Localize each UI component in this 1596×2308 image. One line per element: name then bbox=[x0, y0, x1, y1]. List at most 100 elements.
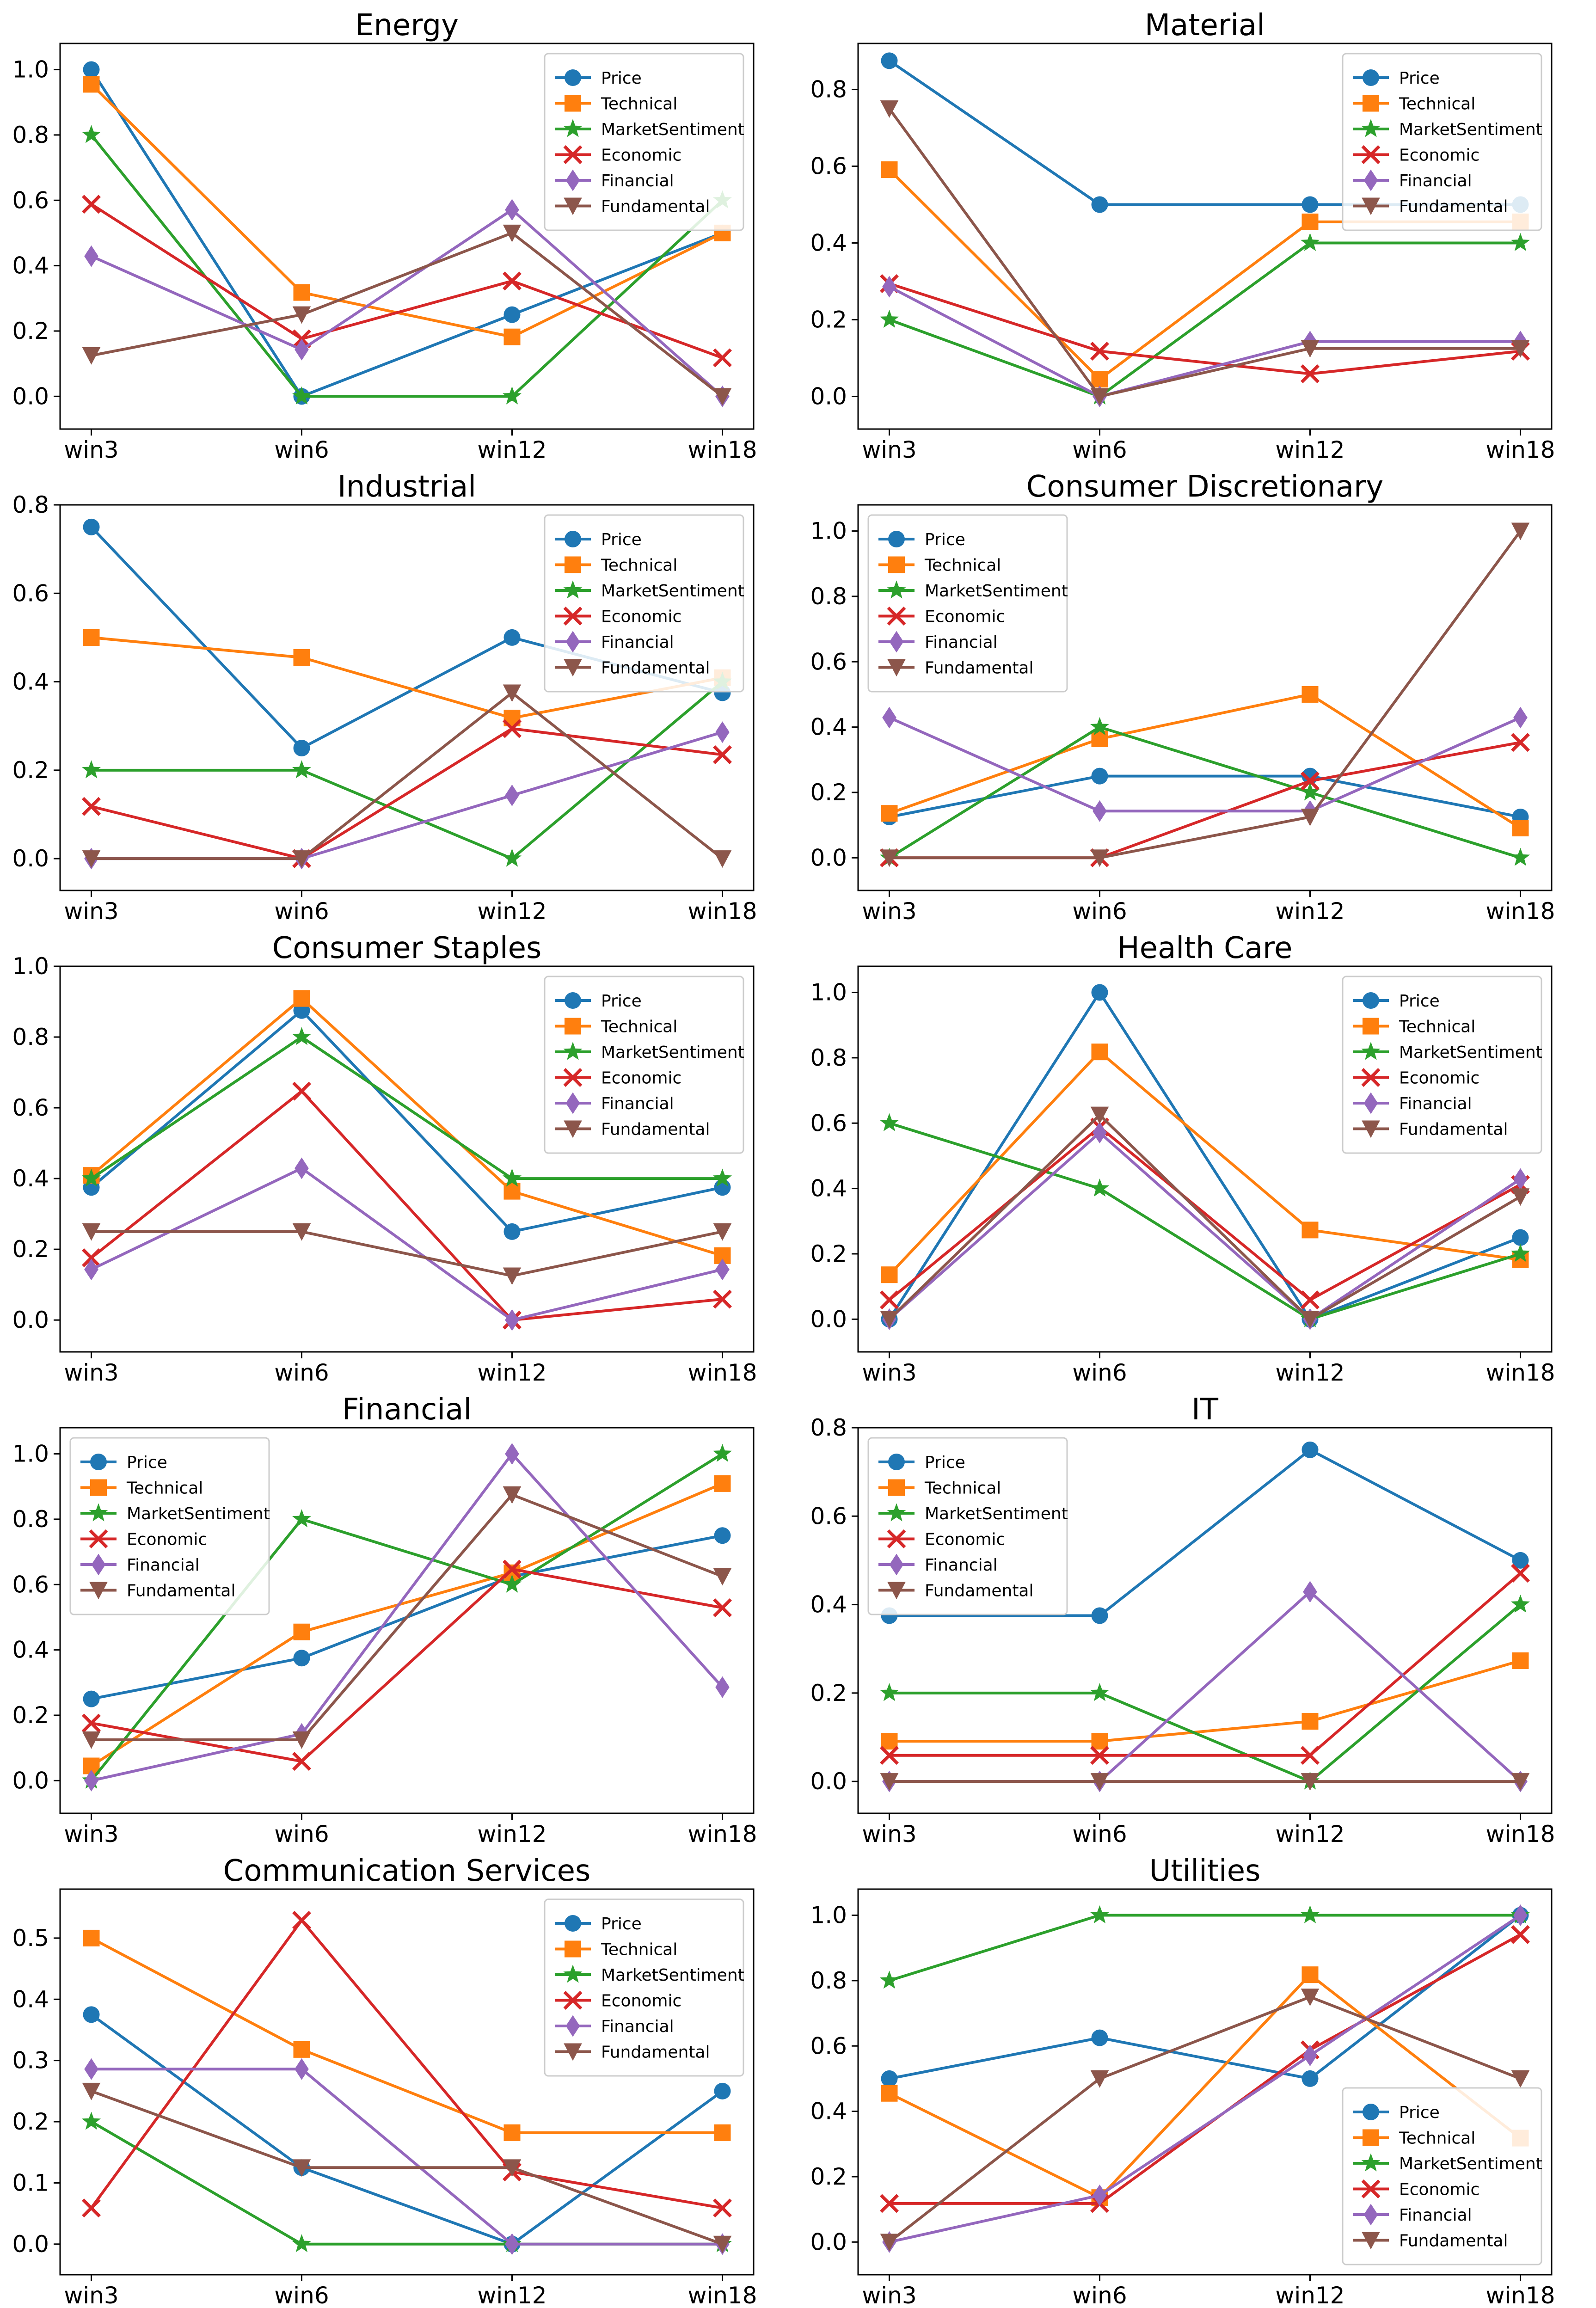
data-point bbox=[81, 2112, 101, 2130]
x-tick-label: win3 bbox=[64, 1821, 118, 1848]
series-marketsentiment bbox=[81, 671, 732, 867]
y-tick-label: 0.0 bbox=[810, 2228, 847, 2255]
data-point bbox=[1090, 1683, 1110, 1701]
y-tick-label: 0.8 bbox=[12, 1506, 49, 1533]
data-point bbox=[880, 1311, 899, 1329]
series-line bbox=[888, 1131, 1522, 1321]
x-tick-label: win6 bbox=[274, 2282, 329, 2308]
x-tick-label: win6 bbox=[274, 898, 329, 925]
x-tick-label: win6 bbox=[1072, 436, 1127, 463]
plot-frame bbox=[857, 1427, 1553, 1814]
series-fundamental bbox=[82, 1223, 732, 1285]
data-point bbox=[83, 61, 100, 78]
legend-label: Financial bbox=[925, 1556, 998, 1575]
chart-title: Utilities bbox=[1149, 1854, 1261, 1888]
data-point bbox=[713, 850, 732, 868]
legend-marker bbox=[889, 631, 904, 653]
data-point bbox=[1301, 1311, 1320, 1329]
data-point bbox=[292, 1027, 312, 1045]
y-tick-label: 0.4 bbox=[810, 714, 847, 741]
data-point bbox=[879, 1970, 899, 1989]
data-point bbox=[82, 2082, 101, 2100]
data-point bbox=[1303, 2044, 1317, 2067]
data-point bbox=[881, 2085, 898, 2102]
series-marketsentiment bbox=[81, 1027, 732, 1187]
data-point bbox=[83, 1690, 100, 1707]
legend-box bbox=[1342, 2087, 1542, 2265]
data-point bbox=[82, 1713, 101, 1733]
y-tick-label: 0.8 bbox=[12, 491, 49, 518]
y-tick-label: 0.4 bbox=[810, 1591, 847, 1618]
data-point bbox=[505, 199, 519, 221]
y-tick-label: 0.0 bbox=[12, 1767, 49, 1794]
data-point bbox=[505, 784, 519, 806]
data-point bbox=[715, 721, 730, 743]
data-point bbox=[1090, 1773, 1109, 1791]
data-point bbox=[293, 740, 310, 757]
x-tick-label: win12 bbox=[1275, 1359, 1344, 1386]
legend-label: Fundamental bbox=[1399, 197, 1508, 216]
y-tick-label: 0.6 bbox=[12, 580, 49, 607]
legend-label: MarketSentiment bbox=[1399, 1043, 1542, 1062]
legend-label: Technical bbox=[601, 1940, 677, 1959]
legend-marker bbox=[563, 1042, 583, 1060]
data-point bbox=[714, 2124, 731, 2141]
x-tick-label: win12 bbox=[477, 2282, 546, 2308]
y-tick-label: 1.0 bbox=[810, 979, 847, 1006]
x-tick-label: win3 bbox=[64, 2282, 118, 2308]
data-point bbox=[293, 284, 310, 301]
data-point bbox=[1510, 847, 1530, 866]
legend-marker bbox=[1361, 1068, 1381, 1087]
data-point bbox=[713, 1223, 732, 1241]
y-tick-label: 0.8 bbox=[810, 1044, 847, 1071]
data-point bbox=[1513, 1168, 1528, 1190]
chart-panel: IT 0.0 0.2 0.4 0.6 0.8 win3 win6 win12 win18 Price… bbox=[798, 1384, 1596, 1848]
legend-label: Economic bbox=[601, 146, 681, 165]
series-line bbox=[889, 1914, 1522, 2080]
data-point bbox=[1511, 522, 1530, 540]
legend-label: Fundamental bbox=[601, 1120, 710, 1139]
legend-label: Price bbox=[601, 1915, 642, 1934]
data-point bbox=[502, 386, 522, 405]
legend-marker bbox=[564, 1120, 582, 1138]
legend-marker bbox=[1361, 145, 1381, 164]
data-point bbox=[1301, 771, 1320, 791]
legend-label: Technical bbox=[1399, 95, 1475, 114]
legend: Price Technical MarketSentiment Economic Fin… bbox=[1342, 53, 1542, 231]
data-point bbox=[292, 760, 312, 779]
legend-box bbox=[544, 976, 744, 1154]
legend: Price Technical MarketSentiment Economic Fin… bbox=[544, 1898, 744, 2077]
legend-marker bbox=[888, 1479, 905, 1496]
series-line bbox=[91, 727, 723, 860]
legend-marker bbox=[887, 1503, 906, 1522]
data-point bbox=[1300, 782, 1320, 801]
series-line bbox=[90, 68, 723, 398]
series-line bbox=[889, 716, 1521, 813]
legend-label: Fundamental bbox=[601, 2043, 710, 2062]
series-line bbox=[90, 134, 724, 398]
legend-label: Financial bbox=[1399, 1094, 1472, 1113]
chart-panel: Material 0.0 0.2 0.4 0.6 0.8 win3 win6 win12 win1… bbox=[798, 0, 1596, 463]
data-point bbox=[293, 1623, 310, 1640]
legend-marker bbox=[565, 556, 581, 573]
legend-label: MarketSentiment bbox=[925, 1504, 1068, 1523]
legend-label: Technical bbox=[601, 95, 677, 114]
data-point bbox=[503, 271, 522, 291]
line-chart: Health Care 0.0 0.2 0.4 0.6 0.8 1.0 win3 win6 win… bbox=[810, 931, 1555, 1386]
data-point bbox=[293, 990, 310, 1007]
data-point bbox=[502, 848, 522, 867]
series-line bbox=[90, 83, 723, 338]
series-line bbox=[889, 1448, 1521, 1617]
data-point bbox=[1512, 1552, 1529, 1569]
data-point bbox=[1301, 2070, 1319, 2087]
legend-label: Price bbox=[601, 530, 642, 549]
data-point bbox=[82, 850, 101, 868]
legend-label: Price bbox=[925, 530, 965, 549]
data-point bbox=[295, 1157, 309, 1179]
x-tick-label: win12 bbox=[477, 436, 546, 463]
legend-marker bbox=[1363, 992, 1379, 1009]
legend-marker bbox=[888, 556, 905, 573]
legend-label: Technical bbox=[924, 556, 1001, 575]
legend-label: Price bbox=[127, 1453, 167, 1472]
data-point bbox=[1301, 196, 1319, 213]
